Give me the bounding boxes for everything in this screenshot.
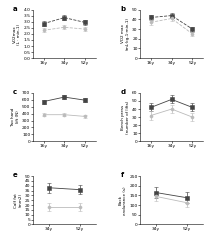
Text: a: a xyxy=(13,6,18,12)
Text: d: d xyxy=(120,89,125,95)
Text: e: e xyxy=(13,172,18,178)
Y-axis label: VO2max
(L · min-1): VO2max (L · min-1) xyxy=(13,23,21,44)
Y-axis label: Bench press
(number of lifts): Bench press (number of lifts) xyxy=(121,101,129,134)
Text: c: c xyxy=(13,89,17,95)
Text: f: f xyxy=(120,172,123,178)
Y-axis label: Two hand
lift (N): Two hand lift (N) xyxy=(11,107,20,127)
Y-axis label: Calf fat
(mm2): Calf fat (mm2) xyxy=(14,193,22,208)
Text: b: b xyxy=(120,6,125,12)
Y-axis label: VO2 max
(mL·kg-1·min-1): VO2 max (mL·kg-1·min-1) xyxy=(121,17,129,51)
Y-axis label: Back
endurance (s): Back endurance (s) xyxy=(118,186,127,215)
